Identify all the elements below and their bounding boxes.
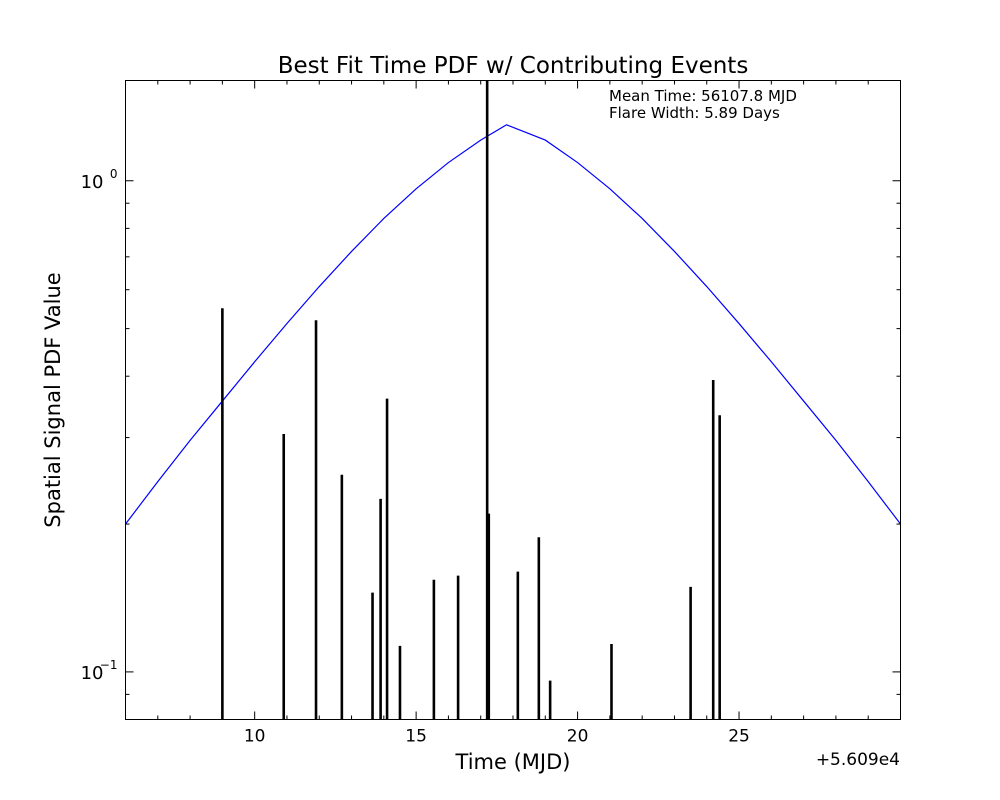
y-tick-exponent: −1: [100, 658, 118, 672]
x-tick-label: 10: [244, 727, 266, 747]
annotation-mean-time: Mean Time: 56107.8 MJD: [609, 87, 797, 105]
x-offset-label: +5.609e4: [816, 750, 900, 770]
y-axis-label: Spatial Signal PDF Value: [41, 272, 65, 527]
x-axis-label: Time (MJD): [455, 750, 571, 774]
x-tick-label: 20: [567, 727, 589, 747]
best-fit-curve: [125, 124, 901, 525]
curve-layer: [125, 124, 901, 525]
annotation-flare-width: Flare Width: 5.89 Days: [609, 104, 780, 122]
y-axis-ticks: 10−110 0: [81, 167, 901, 720]
y-tick-exponent: 0: [110, 167, 118, 181]
y-tick-label: 10: [81, 172, 104, 193]
x-axis-ticks: 10 15 20 25: [125, 80, 901, 747]
x-tick-label: 25: [728, 727, 750, 747]
plot-frame: [125, 80, 901, 720]
chart-title: Best Fit Time PDF w/ Contributing Events: [278, 53, 749, 79]
event-layer: [221, 80, 721, 720]
x-tick-label: 15: [405, 727, 427, 747]
y-tick-label: 10: [81, 663, 104, 684]
plot-area: [125, 80, 901, 720]
